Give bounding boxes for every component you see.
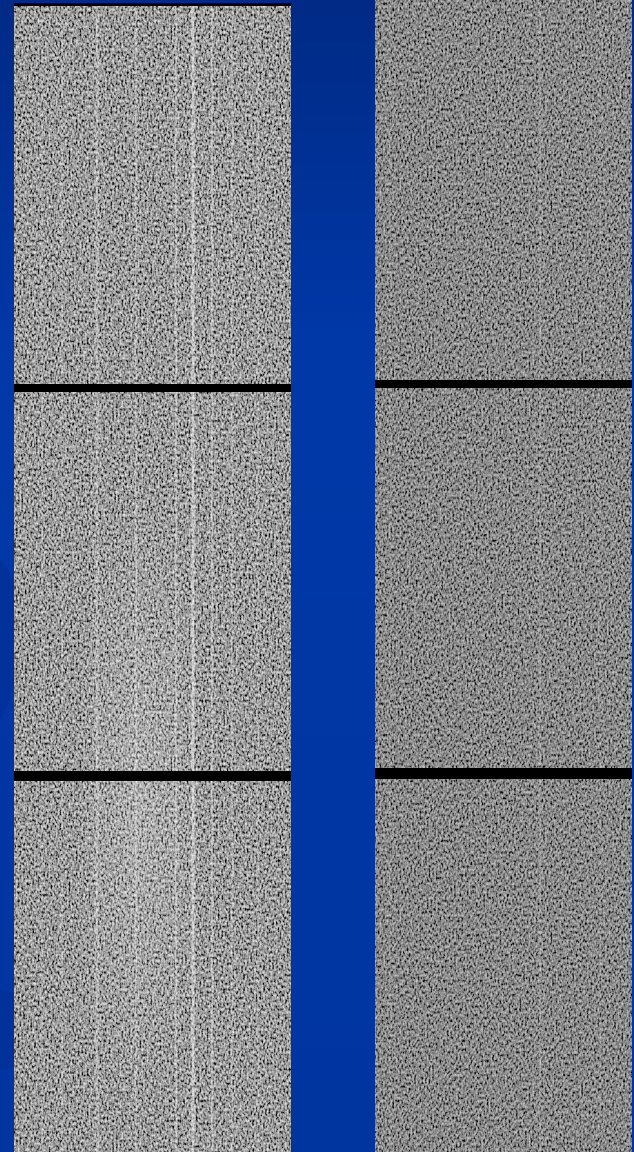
streaks xyxy=(389,0,601,1152)
separator xyxy=(14,3,291,6)
streaks xyxy=(41,5,259,1152)
background-swirl xyxy=(0,560,45,1070)
spectral-glow xyxy=(70,480,210,1120)
left-column xyxy=(14,3,291,1152)
right-column xyxy=(375,0,632,1152)
separator xyxy=(375,380,632,388)
separator xyxy=(14,771,291,781)
separator xyxy=(375,768,632,779)
separator xyxy=(14,384,291,392)
spectrogram-noise xyxy=(375,0,632,1152)
